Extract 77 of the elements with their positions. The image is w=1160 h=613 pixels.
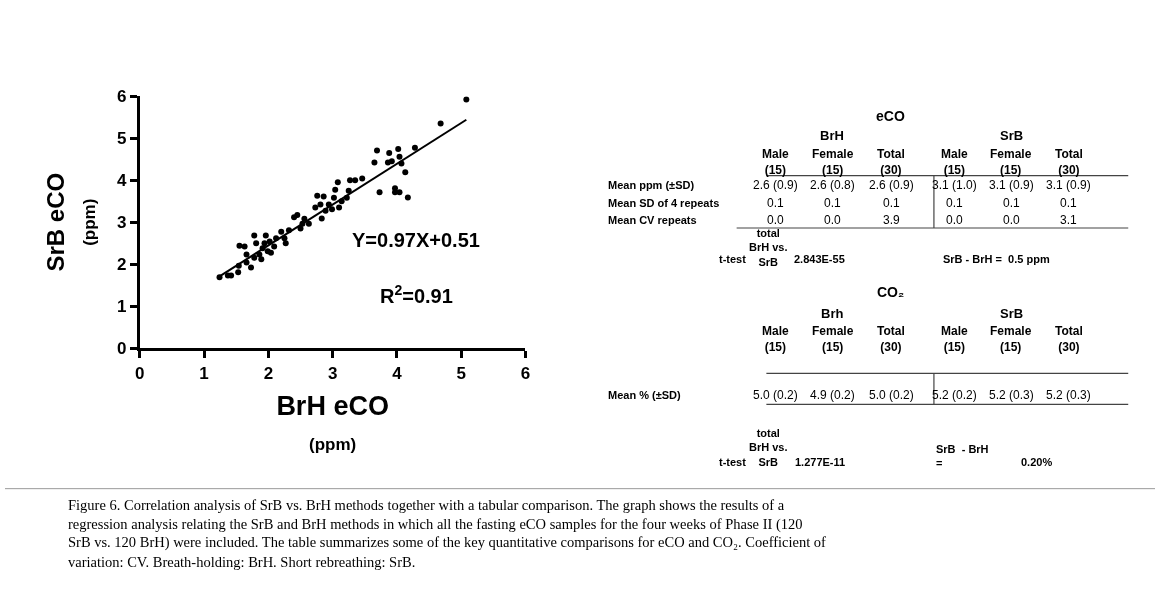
annotation: R$^{2}$=0.91 <box>380 282 453 308</box>
text: 3.1 <box>1060 213 1078 227</box>
text: 2.6 (0.9) <box>869 178 914 192</box>
text: CO₂ <box>877 284 905 300</box>
text: Mean % (±SD) <box>608 389 681 401</box>
x-tick-label: 4 <box>392 363 403 383</box>
text: Mean SD of 4 repeats <box>608 197 720 209</box>
text: total BrH vs. SrB <box>749 227 788 268</box>
text: 0.1 <box>1060 196 1078 210</box>
text: Male (15) <box>762 147 789 177</box>
text: 0.0 <box>946 213 964 227</box>
x-tick-label: 3 <box>327 363 338 383</box>
text: Mean ppm (±SD) <box>608 179 695 191</box>
text: 0.0 <box>767 213 785 227</box>
text: 3.1 (1.0) <box>932 178 977 192</box>
caption: Figure 6. Correlation analysis of SrB vs. BrH methods together with a tabular comparison. The graph shows the results of a <box>68 497 785 513</box>
text: Total (30) <box>877 324 905 354</box>
text: 0.1 <box>824 196 842 210</box>
text: Brh <box>821 306 844 321</box>
text: Mean CV repeats <box>608 214 697 226</box>
text: Female (15) <box>812 324 854 354</box>
text: 0.1 <box>767 196 785 210</box>
text: 5.2 (0.3) <box>1046 388 1091 402</box>
annotation: Y=0.97X+0.51 <box>352 229 480 251</box>
text: Female (15) <box>990 324 1032 354</box>
x-tick-label: 5 <box>456 363 466 383</box>
text: 3.1 (0.9) <box>989 178 1034 192</box>
x-tick-label: 6 <box>520 363 531 383</box>
text: t-test <box>719 456 747 468</box>
text: Total (30) <box>1055 147 1083 177</box>
text: 4.9 (0.2) <box>810 388 855 402</box>
x-axis-title: BrH eCO (ppm) <box>276 390 389 455</box>
y-axis-title: SrB eCO (ppm) <box>41 172 100 272</box>
text: BrH <box>820 128 844 143</box>
text: 5.0 (0.2) <box>753 388 798 402</box>
text: 2.6 (0.9) <box>753 178 798 192</box>
text: Male (15) <box>941 324 968 354</box>
text: 5.2 (0.3) <box>989 388 1034 402</box>
text: variation: CV. Breath-holding: BrH. Short rebreathing: SrB. <box>68 554 416 570</box>
text: 5.0 (0.2) <box>869 388 914 402</box>
text: 3.1 (0.9) <box>1046 178 1091 192</box>
text: 0.1 <box>1003 196 1021 210</box>
text: 5.2 (0.2) <box>932 388 977 402</box>
text: Total (30) <box>877 147 905 177</box>
text: 1.277E-11 <box>795 456 846 468</box>
y-tick-label: 2 <box>116 255 127 275</box>
text: SrB - BrH = 0.5 ppm <box>943 253 1050 265</box>
y-tick-label: 6 <box>116 87 127 107</box>
y-tick-label: 0 <box>116 339 127 359</box>
text: t-test <box>719 253 747 265</box>
text: Female (15) <box>990 147 1032 177</box>
text: SrB vs. 120 BrH) were included. The table summarizes some of the key quantitative comparisons for eCO and CO₂. Coefficient of <box>68 534 827 551</box>
text: Female (15) <box>812 147 854 177</box>
text: 0.1 <box>946 196 964 210</box>
text: 0.1 <box>883 196 901 210</box>
text: 0.0 <box>824 213 842 227</box>
y-tick-label: 3 <box>116 213 127 233</box>
text: eCO <box>876 108 905 124</box>
text: total BrH vs. SrB <box>749 427 788 468</box>
text: 2.843E-55 <box>794 253 845 265</box>
x-tick-label: 0 <box>135 363 145 383</box>
text: SrB - BrH = <box>936 443 989 470</box>
text: 2.6 (0.8) <box>810 178 855 192</box>
text: Male (15) <box>762 324 789 354</box>
y-tick-label: 4 <box>116 171 127 191</box>
y-tick-label: 1 <box>116 297 127 317</box>
text: SrB <box>1000 128 1024 143</box>
text: 3.9 <box>883 213 901 227</box>
text: regression analysis relating the SrB and BrH methods in which all the fasting eCO samples for the four weeks of Phase II (120 <box>68 516 803 533</box>
x-tick-label: 2 <box>263 363 274 383</box>
text: 0.20% <box>1021 456 1053 468</box>
text: SrB <box>1000 306 1024 321</box>
text: 0.0 <box>1003 213 1021 227</box>
x-tick-label: 1 <box>199 363 209 383</box>
text: Total (30) <box>1055 324 1083 354</box>
y-tick-label: 5 <box>116 129 127 149</box>
text: Male (15) <box>941 147 968 177</box>
